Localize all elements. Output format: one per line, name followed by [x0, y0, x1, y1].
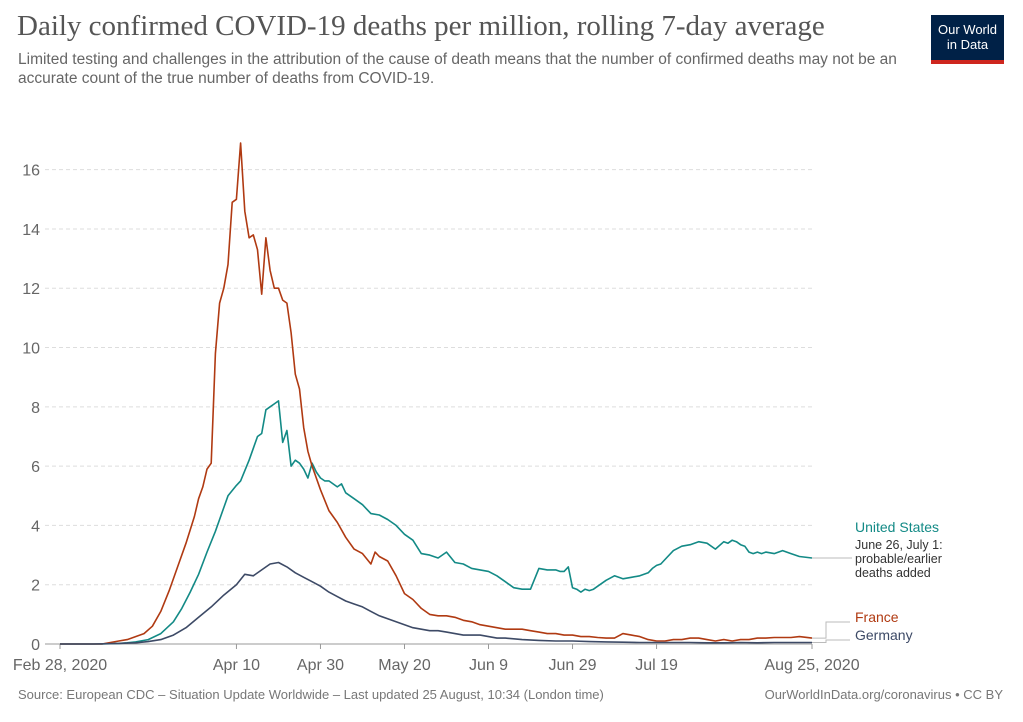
x-tick-label: Jul 19 [635, 657, 678, 674]
chart-title: Daily confirmed COVID-19 deaths per mill… [17, 10, 825, 42]
y-tick-label: 6 [31, 459, 40, 476]
series-line-united-states [60, 400, 813, 645]
y-tick-label: 10 [22, 341, 40, 358]
logo-line-2: in Data [946, 37, 989, 52]
y-tick-label: 12 [22, 281, 40, 298]
source-note[interactable]: Source: European CDC – Situation Update … [18, 687, 604, 702]
series-line-france [60, 142, 813, 645]
y-tick-label: 4 [31, 518, 40, 535]
legend-label-france: France [855, 609, 899, 625]
us-annotation-line: deaths added [855, 566, 931, 580]
y-tick-label: 8 [31, 400, 40, 417]
legend-label-germany: Germany [855, 627, 913, 643]
legend-label-united-states: United States [855, 519, 939, 535]
y-tick-label: 16 [22, 163, 40, 180]
y-tick-label: 0 [31, 637, 40, 654]
x-tick-label: Jun 9 [469, 657, 508, 674]
us-annotation-line: probable/earlier [855, 552, 942, 566]
credit-link[interactable]: OurWorldInData.org/coronavirus • CC BY [764, 687, 1003, 702]
germany-leader-line [812, 639, 850, 644]
logo-line-1: Our World [938, 22, 997, 37]
x-tick-label: May 20 [378, 657, 431, 674]
x-tick-label: Feb 28, 2020 [13, 657, 107, 674]
x-tick-label: Aug 25, 2020 [764, 657, 859, 674]
us-annotation-line: June 26, July 1: [855, 538, 943, 552]
x-tick-label: Jun 29 [549, 657, 597, 674]
y-tick-label: 14 [22, 222, 40, 239]
y-tick-label: 2 [31, 578, 40, 595]
series-line-germany [60, 561, 812, 645]
x-tick-label: Apr 10 [213, 657, 260, 674]
x-tick-label: Apr 30 [297, 657, 344, 674]
france-leader-line [812, 621, 850, 639]
chart-subtitle: Limited testing and challenges in the at… [18, 51, 897, 87]
owid-logo[interactable]: Our World in Data [931, 15, 1004, 64]
